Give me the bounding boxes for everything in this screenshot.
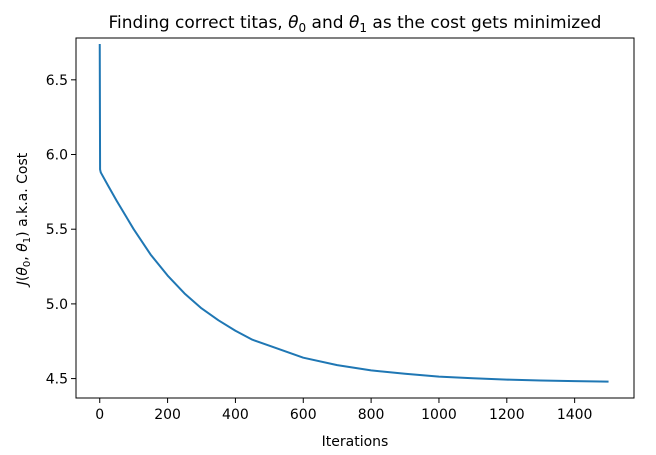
y-ticks: 4.5 5.0 5.5 6.0 6.5 [46,73,76,388]
ylabel-open: ( [15,276,31,281]
chart-title: Finding correct titas, θ0 and θ1 as the … [109,13,602,35]
title-sub-1: 1 [359,21,367,35]
x-ticks: 0 200 400 600 800 1000 1200 1400 [95,398,592,423]
title-theta-0: θ [288,13,299,33]
x-tick-label: 1000 [421,407,457,423]
y-tick-label: 5.0 [46,297,68,313]
y-tick-label: 5.5 [46,222,68,238]
x-tick-label: 800 [358,407,385,423]
x-tick-label: 0 [95,407,104,423]
title-suffix: as the cost gets minimized [367,13,601,33]
title-middle: and [306,13,349,33]
x-tick-label: 1400 [557,407,593,423]
y-tick-label: 6.0 [46,148,68,164]
x-axis-label: Iterations [322,434,389,450]
ylabel-close: ) [15,231,31,236]
y-tick-label: 6.5 [46,73,68,89]
plot-series [98,43,609,383]
series-line [98,43,609,383]
x-tick-label: 600 [290,407,317,423]
x-tick-label: 200 [154,407,181,423]
x-tick-label: 400 [222,407,249,423]
ylabel-j: J [15,281,31,288]
title-theta-1: θ [349,13,360,33]
ylabel-theta-1: θ [15,243,31,252]
plot-frame [75,37,635,399]
ylabel-suffix: a.k.a. Cost [15,152,31,231]
x-tick-label: 1200 [489,407,525,423]
ylabel-theta-0: θ [15,267,31,276]
ylabel-comma: , [15,252,31,261]
y-axis-label: J(θ0, θ1) a.k.a. Cost [15,152,33,288]
title-sub-0: 0 [299,21,307,35]
ylabel-sub-0: 0 [22,261,33,267]
y-tick-label: 4.5 [46,372,68,388]
title-prefix: Finding correct titas, [109,13,289,33]
ylabel-sub-1: 1 [22,237,33,243]
